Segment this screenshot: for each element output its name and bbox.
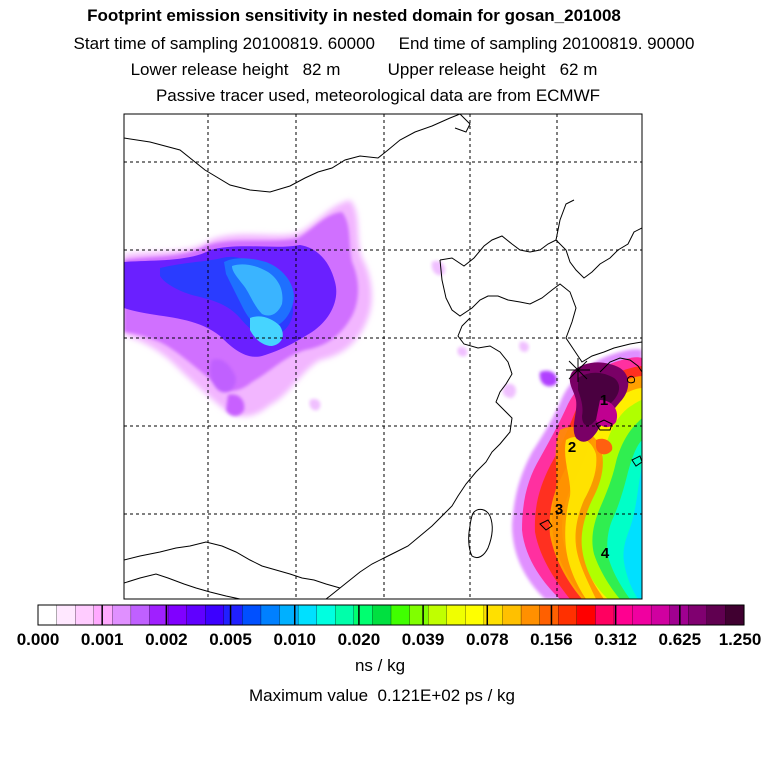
colorbar-swatch xyxy=(75,604,95,626)
colorbar-swatch xyxy=(576,604,596,626)
trajectory-label-1: 1 xyxy=(600,392,608,409)
colorbar-swatch xyxy=(446,604,466,626)
colorbar-swatch xyxy=(353,604,373,626)
colorbar-tick-label: 0.156 xyxy=(530,630,573,649)
colorbar-swatch xyxy=(409,604,429,626)
colorbar-swatch xyxy=(539,604,559,626)
colorbar-swatch xyxy=(335,604,355,626)
colorbar-swatch xyxy=(112,604,132,626)
colorbar-tick-label: 0.001 xyxy=(80,630,124,649)
trajectory-label-4: 4 xyxy=(601,545,610,562)
colorbar-swatch xyxy=(149,604,169,626)
colorbar-swatch xyxy=(520,604,541,626)
colorbar-swatch xyxy=(558,604,578,626)
colorbar-swatch xyxy=(223,604,243,626)
colorbar-tick-label: 1.250 xyxy=(718,630,762,649)
colorbar-swatch xyxy=(93,604,113,626)
colorbar-swatch xyxy=(428,604,448,626)
colorbar-swatch xyxy=(167,604,188,626)
release-height-line: Lower release height 82 m Upper release … xyxy=(130,60,598,79)
colorbar-swatch xyxy=(279,604,299,626)
colorbar-swatch xyxy=(613,604,634,626)
colorbar-swatch xyxy=(260,604,281,626)
colorbar-swatch xyxy=(706,604,726,626)
map-content: 1 2 3 4 xyxy=(124,114,642,599)
colorbar-swatch xyxy=(37,604,58,626)
maximum-value-text: Maximum value 0.121E+02 ps / kg xyxy=(249,686,515,705)
colorbar-swatch xyxy=(465,604,485,626)
trajectory-label-3: 3 xyxy=(555,501,563,518)
colorbar-swatch xyxy=(502,604,522,626)
star-marker xyxy=(566,358,590,382)
colorbar-swatch xyxy=(242,604,262,626)
colorbar-swatch xyxy=(650,604,671,626)
sampling-time-line: Start time of sampling 20100819. 60000 E… xyxy=(73,34,695,53)
western-plume xyxy=(124,200,557,417)
colorbar-major-dividers xyxy=(101,605,681,625)
plot-title: Footprint emission sensitivity in nested… xyxy=(87,6,621,25)
lat-lon-grid xyxy=(124,114,642,599)
colorbar-swatch xyxy=(688,604,708,626)
colorbar-tick-label: 0.078 xyxy=(465,630,509,649)
trajectory-label-2: 2 xyxy=(568,439,576,456)
colorbar-tick-label: 0.002 xyxy=(145,630,188,649)
tracer-info-line: Passive tracer used, meteorological data… xyxy=(155,86,601,105)
colorbar-tick-label: 0.039 xyxy=(401,630,445,649)
colorbar-swatch xyxy=(390,604,411,626)
colorbar-swatch xyxy=(316,604,336,626)
eastern-plume xyxy=(512,349,642,599)
colorbar-swatch xyxy=(297,604,318,626)
colorbar-tick-label: 0.312 xyxy=(594,630,637,649)
map-frame xyxy=(123,113,643,600)
colorbar-swatch xyxy=(130,604,151,626)
colorbar-frame xyxy=(37,604,745,626)
colorbar-unit: ns / kg xyxy=(354,656,406,675)
colorbar-tick-label: 0.000 xyxy=(16,630,60,649)
colorbar-swatch xyxy=(205,604,225,626)
colorbar-tick-label: 0.010 xyxy=(273,630,316,649)
colorbar-swatch xyxy=(725,604,745,626)
colorbar-swatch xyxy=(186,604,206,626)
colorbar-swatch xyxy=(595,604,615,626)
colorbar-tick-label: 0.005 xyxy=(209,630,252,649)
colorbar-tick-label: 0.020 xyxy=(337,630,381,649)
colorbar-swatch xyxy=(632,604,652,626)
colorbar xyxy=(37,604,745,626)
colorbar-tick-label: 0.625 xyxy=(658,630,702,649)
colorbar-swatch xyxy=(56,604,76,626)
colorbar-swatch xyxy=(372,604,392,626)
